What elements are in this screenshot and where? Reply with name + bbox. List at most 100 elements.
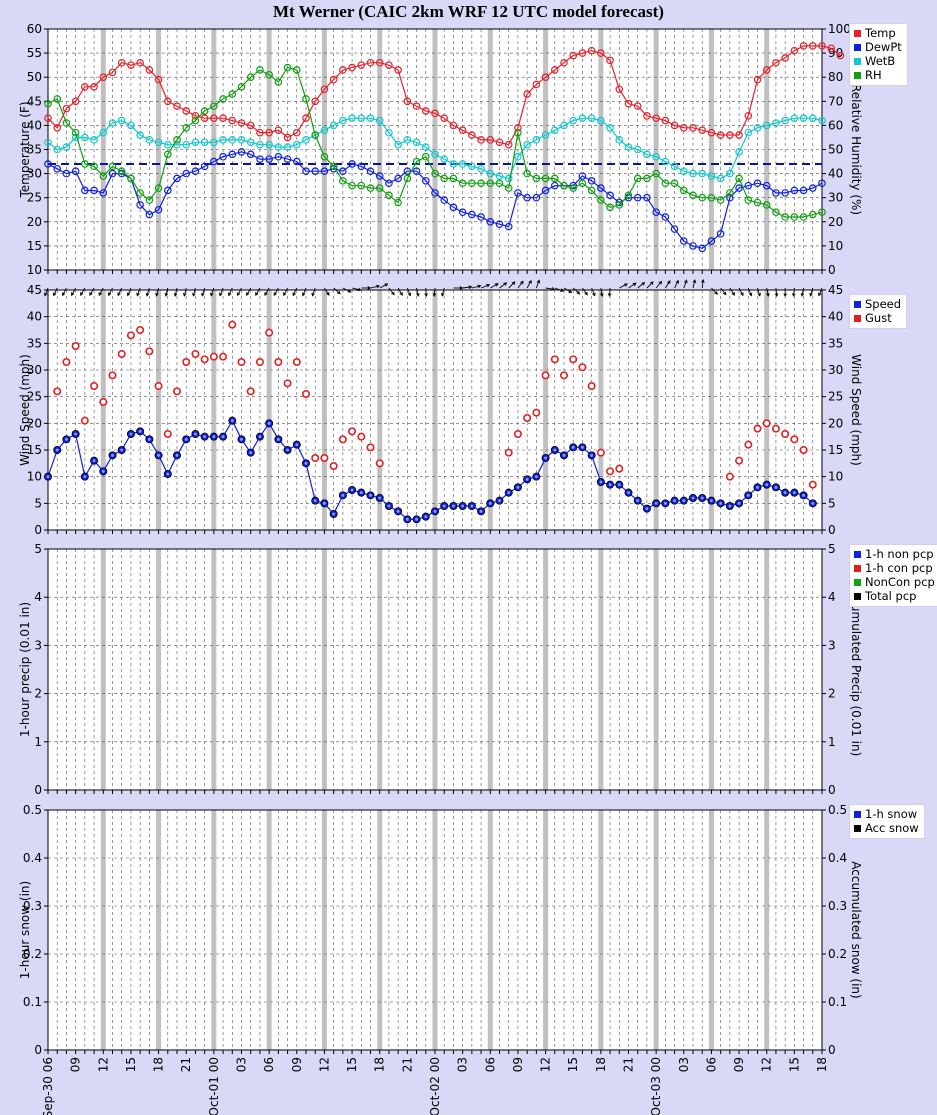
point-dewpt [412, 167, 421, 175]
point-temp [127, 61, 135, 69]
point-dewpt [753, 179, 762, 188]
wind-direction-arrow [388, 287, 395, 295]
x-tick-label: 21 [400, 1057, 414, 1072]
point-temp [256, 128, 264, 137]
wind-direction-arrow [302, 287, 307, 296]
wind-arrow-head [391, 291, 395, 296]
point-rh [486, 179, 495, 188]
point-temp [62, 104, 71, 113]
point-temp [246, 121, 255, 130]
x-tick-label: 18 [152, 1057, 166, 1072]
wind-direction-arrow [572, 287, 580, 295]
x-tick-label: 15 [345, 1057, 359, 1072]
point-speed-center [498, 499, 501, 503]
point-dewpt [182, 169, 191, 178]
point-rh [357, 181, 366, 190]
point-dewpt [808, 184, 817, 192]
wind-direction-arrow [174, 287, 178, 297]
y2-tick-label: 4 [828, 590, 836, 604]
point-gust [808, 480, 817, 489]
point-temp [302, 114, 310, 122]
point-speed-center [673, 499, 676, 503]
wind-arrow-head [237, 292, 241, 297]
y-tick-label: 15 [27, 239, 42, 253]
wind-direction-arrow [192, 287, 196, 296]
point-temp [670, 121, 679, 130]
y-tick-label: 20 [27, 215, 42, 229]
point-speed-center [46, 475, 50, 479]
y2-tick-label: 0.2 [828, 947, 847, 961]
point-wetb [283, 143, 292, 151]
point-dewpt [440, 196, 449, 204]
point-speed-center [479, 509, 483, 513]
legend-item: DewPt [854, 40, 902, 54]
point-dewpt [477, 213, 485, 221]
point-rh [145, 196, 154, 204]
wind-arrow-head [407, 292, 412, 297]
point-speed-center [415, 517, 418, 521]
point-temp [163, 97, 172, 106]
wind-direction-arrow [628, 282, 637, 289]
wind-direction-arrow [801, 287, 805, 297]
wind-arrow-head [155, 292, 159, 297]
y2-tick-label: 45 [828, 283, 843, 297]
legend-item: NonCon pcp [854, 575, 935, 589]
point-speed-center [792, 491, 796, 495]
point-rh [421, 152, 430, 161]
y2-tick-label: 0 [828, 783, 836, 797]
y2-tick-label: 0 [828, 263, 836, 277]
legend-item: Speed [854, 297, 901, 311]
black-square-icon [854, 825, 861, 832]
x-tick-label: 15 [787, 1057, 801, 1072]
wind-arrow-head [584, 291, 588, 296]
point-speed-center [590, 453, 594, 457]
x-tick-label: 15 [566, 1057, 580, 1072]
point-rh [256, 66, 264, 74]
point-temp [200, 114, 209, 122]
point-speed-center [525, 477, 529, 481]
day-separator [543, 810, 549, 1050]
point-dewpt [145, 210, 154, 219]
y-axis-label: 1-hour precip (0.01 in) [18, 602, 32, 737]
point-gust [246, 387, 255, 396]
point-rh [311, 131, 320, 139]
point-temp [265, 128, 273, 137]
y-tick-label: 35 [27, 143, 42, 157]
y2-axis-label: Relative Humidity (%) [849, 84, 863, 215]
point-speed-center [783, 491, 787, 495]
wind-direction-arrow [554, 287, 564, 292]
point-wetb [670, 162, 679, 171]
wind-arrow-head [80, 292, 84, 296]
point-speed-center [756, 485, 759, 489]
point-wetb [643, 150, 651, 159]
point-rh [808, 210, 817, 219]
wind-arrow-head [528, 279, 532, 284]
point-rh [412, 157, 421, 166]
wind-arrow-head [757, 292, 761, 297]
y2-tick-label: 0 [828, 1043, 836, 1057]
wind-direction-arrow [273, 287, 279, 296]
point-rh [154, 184, 163, 192]
point-speed-center [369, 493, 372, 497]
wind-arrow-head [311, 292, 315, 297]
point-dewpt [237, 148, 246, 156]
point-dewpt [228, 150, 237, 159]
point-temp [44, 114, 52, 122]
point-dewpt [643, 193, 651, 202]
day-separator [598, 810, 604, 1050]
y-tick-label: 20 [27, 416, 42, 430]
x-tick-label: 18 [594, 1057, 608, 1072]
point-speed-center [258, 435, 262, 439]
y2-tick-label: 50 [828, 143, 843, 157]
y-tick-label: 3 [34, 638, 42, 652]
x-tick-label: Oct-02 00 [428, 1057, 442, 1115]
point-gust [311, 453, 320, 462]
y-tick-label: 0 [34, 1043, 42, 1057]
point-wetb [246, 138, 255, 147]
point-gust [559, 371, 568, 380]
point-dewpt [44, 160, 52, 168]
day-separator [653, 810, 659, 1050]
point-gust [320, 453, 329, 462]
point-dewpt [283, 155, 292, 163]
point-gust [182, 357, 191, 366]
